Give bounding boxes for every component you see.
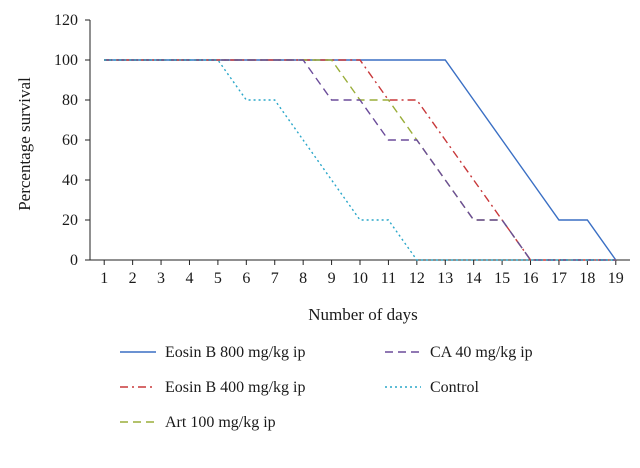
x-axis-title: Number of days (308, 305, 418, 324)
x-tick-label: 9 (328, 270, 336, 287)
x-tick-label: 12 (409, 270, 425, 287)
x-tick-label: 11 (381, 270, 396, 287)
labels-layer: Percentage survival Number of days (15, 77, 418, 324)
y-tick-label: 20 (62, 212, 78, 229)
legend-item-3: Art 100 mg/kg ip (120, 414, 276, 431)
x-tick-label: 16 (523, 270, 539, 287)
x-tick-label: 17 (551, 270, 567, 287)
x-tick-label: 14 (466, 270, 482, 287)
y-tick-label: 60 (62, 132, 78, 149)
x-tick-label: 4 (185, 270, 193, 287)
x-tick-label: 6 (242, 270, 250, 287)
series-line-3 (104, 59, 616, 261)
legend-item-1: Eosin B 800 mg/kg ip (120, 344, 305, 361)
x-tick-label: 8 (299, 270, 307, 287)
legend-label: Eosin B 400 mg/kg ip (165, 379, 305, 396)
y-tick-label: 120 (54, 12, 78, 29)
y-tick-label: 40 (62, 172, 78, 189)
x-tick-label: 13 (437, 270, 453, 287)
legend-item-5: Control (385, 379, 479, 396)
legend-label: CA 40 mg/kg ip (430, 344, 533, 361)
x-tick-label: 7 (271, 270, 279, 287)
legend: Eosin B 800 mg/kg ip CA 40 mg/kg ip Eosin … (120, 344, 533, 431)
x-tick-label: 3 (157, 270, 165, 287)
legend-label: Control (430, 379, 479, 396)
y-tick-label: 0 (70, 252, 78, 269)
x-tick-label: 10 (352, 270, 368, 287)
x-tick-label: 19 (608, 270, 624, 287)
x-tick-label: 1 (100, 270, 108, 287)
series-layer (104, 59, 617, 261)
series-line-2 (104, 59, 616, 261)
legend-item-2: Eosin B 400 mg/kg ip (120, 379, 305, 396)
y-tick-label: 100 (54, 52, 78, 69)
x-tick-label: 15 (494, 270, 510, 287)
x-tick-label: 18 (579, 270, 595, 287)
legend-item-4: CA 40 mg/kg ip (385, 344, 533, 361)
legend-label: Art 100 mg/kg ip (165, 414, 276, 431)
x-tick-label: 2 (129, 270, 137, 287)
legend-label: Eosin B 800 mg/kg ip (165, 344, 305, 361)
y-tick-label: 80 (62, 92, 78, 109)
y-axis-title: Percentage survival (15, 77, 34, 211)
series-line-4 (104, 59, 616, 261)
series-line-5 (104, 59, 616, 261)
series-line-1 (104, 59, 617, 261)
x-tick-label: 5 (214, 270, 222, 287)
